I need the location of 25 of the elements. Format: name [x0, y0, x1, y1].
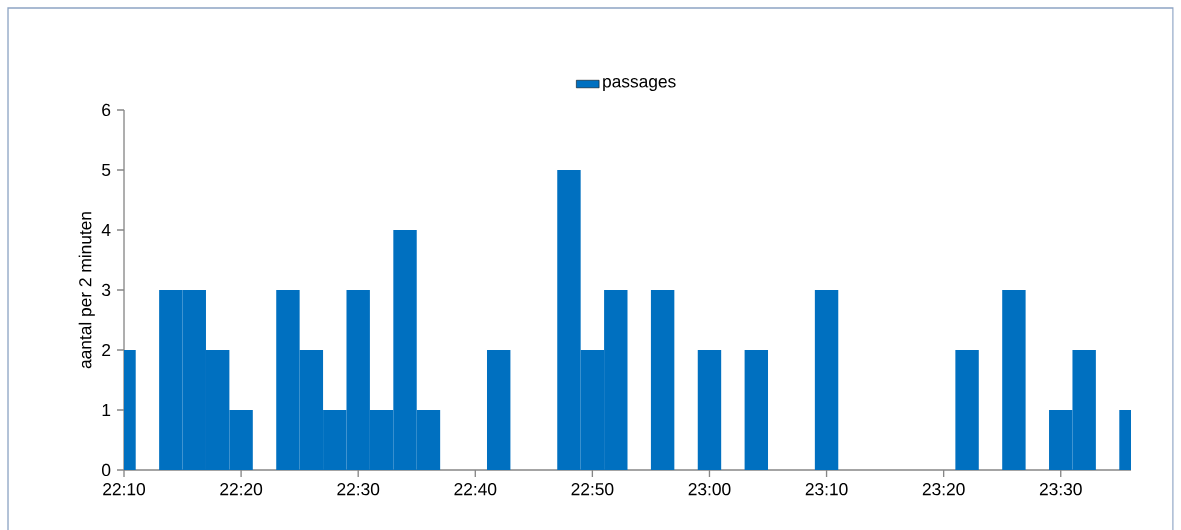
legend-label: passages: [603, 78, 676, 91]
x-tick-label: 22:10: [103, 483, 146, 496]
x-tick-label: 23:00: [688, 483, 731, 496]
y-tick-label: 3: [102, 283, 111, 297]
x-tick-label: 23:30: [1039, 483, 1082, 496]
y-tick-label: 6: [102, 103, 111, 117]
bar: [744, 349, 769, 470]
x-tick-label: 22:20: [220, 483, 263, 496]
y-tick-label: 1: [102, 404, 111, 416]
x-tick-label: 22:30: [337, 483, 380, 496]
x-tick-label: 23:20: [922, 483, 965, 496]
y-axis-title: aantal per 2 minuten: [78, 212, 95, 369]
bar: [1002, 289, 1026, 470]
y-tick-label: 4: [101, 224, 111, 236]
x-tick-label: 22:50: [571, 483, 614, 496]
bar: [955, 349, 979, 470]
y-tick-label: 0: [102, 463, 111, 477]
y-tick-label: 2: [102, 343, 111, 357]
y-tick-label: 5: [102, 163, 111, 177]
bar: [650, 289, 675, 470]
x-tick-label: 22:40: [454, 483, 497, 496]
bar: [486, 349, 511, 470]
x-tick-label: 23:10: [805, 483, 848, 496]
bar: [697, 349, 722, 470]
bar: [814, 289, 839, 470]
